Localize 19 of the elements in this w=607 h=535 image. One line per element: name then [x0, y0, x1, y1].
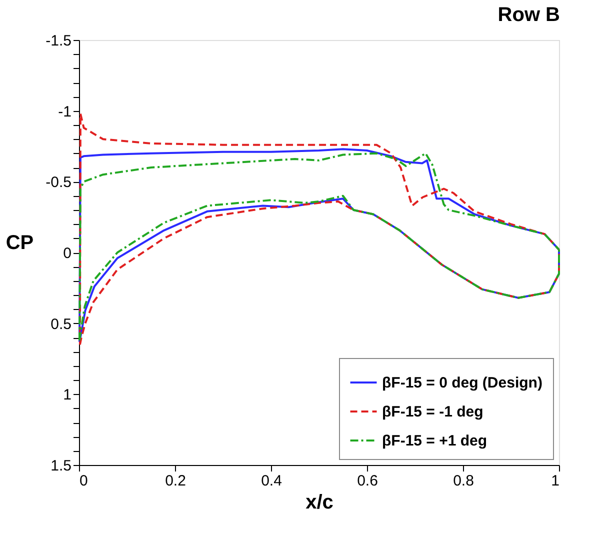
- x-tick-label: 0.8: [453, 472, 474, 490]
- y-tick-label: 1.5: [50, 458, 72, 474]
- x-tick-label: 0.2: [165, 472, 186, 490]
- x-tick-label: 1: [551, 472, 560, 490]
- y-tick-label: -1.5: [46, 32, 72, 50]
- y-tick-label: -1: [58, 103, 72, 120]
- legend-label: βF-15 = +1 deg: [382, 432, 488, 450]
- y-tick-label: 0: [63, 245, 72, 262]
- x-tick-label: 0.6: [357, 472, 378, 490]
- chart-title: Row B: [498, 4, 560, 26]
- x-tick-label: 0.4: [261, 472, 282, 490]
- x-axis-title: x/c: [306, 492, 334, 514]
- legend-label: βF-15 = 0 deg (Design): [382, 374, 542, 392]
- y-tick-label: 0.5: [50, 316, 72, 333]
- y-axis-title: CP: [6, 232, 34, 254]
- legend-label: βF-15 = -1 deg: [382, 404, 484, 420]
- x-tick-label: 0: [80, 472, 88, 490]
- y-tick-label: -0.5: [46, 174, 72, 192]
- y-tick-label: 1: [63, 386, 72, 404]
